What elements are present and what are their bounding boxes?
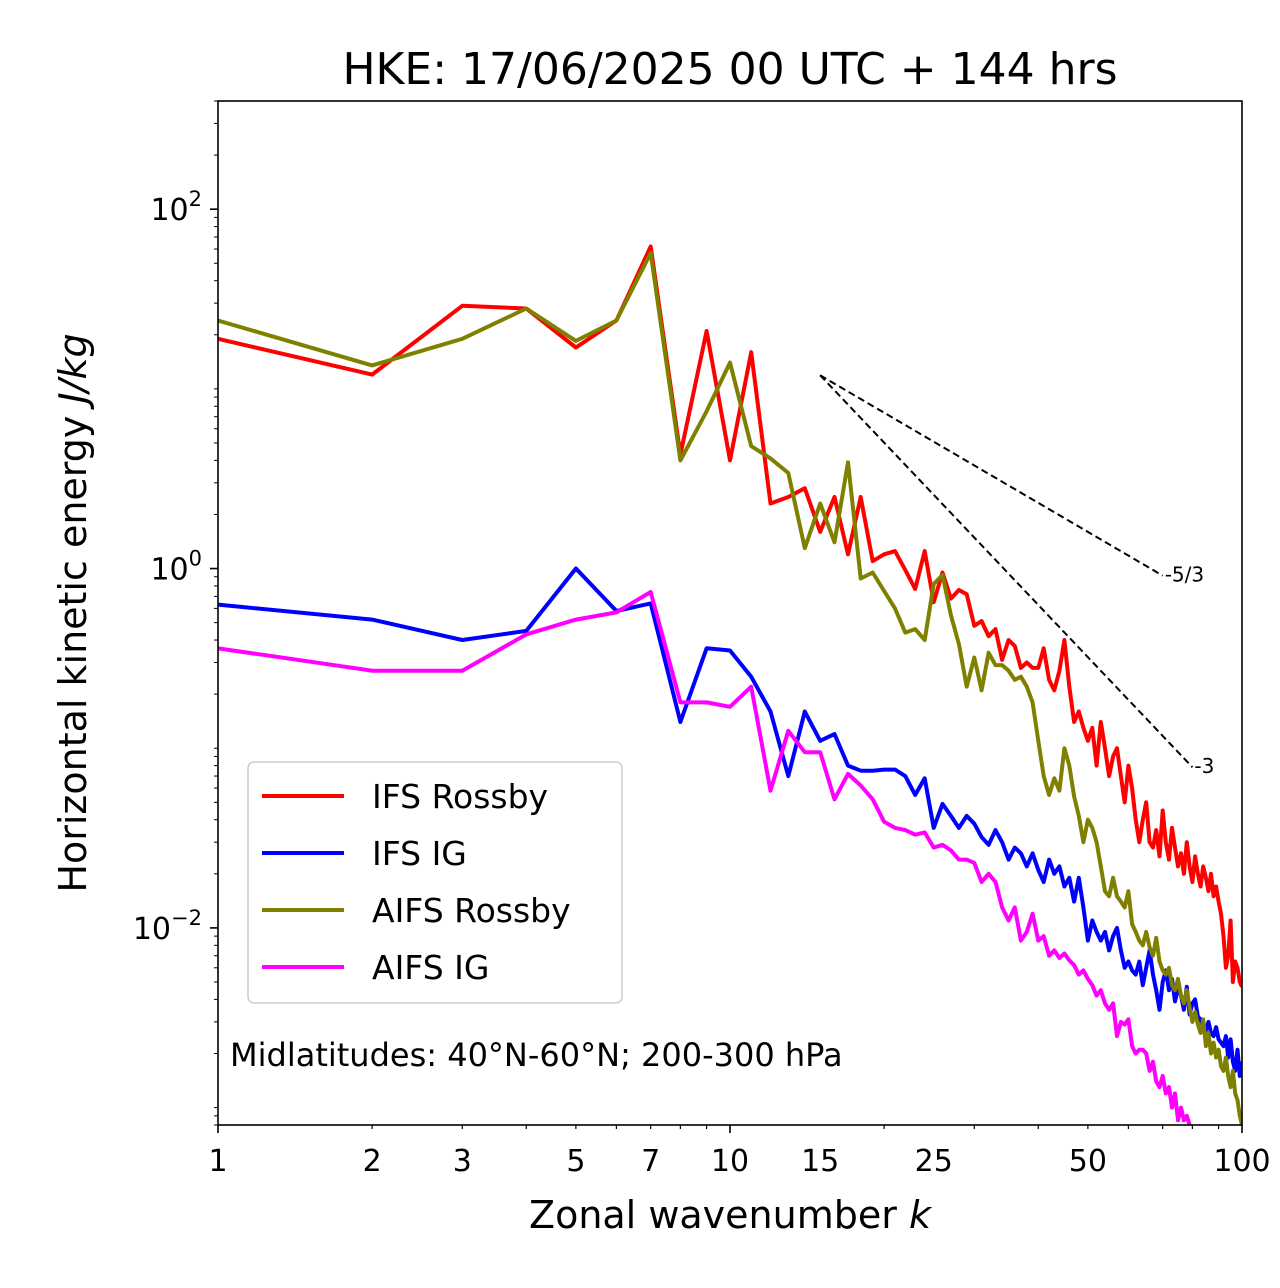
y-tick-label: 10−2 <box>133 906 202 947</box>
x-axis-label-symbol: k <box>909 1193 933 1237</box>
legend-label-ifs-rossby: IFS Rossby <box>372 777 548 816</box>
reference-line-label: -5/3 <box>1165 563 1204 587</box>
y-axis-label: Horizontal kinetic energy J/kg <box>51 333 95 892</box>
y-tick-label: 102 <box>150 187 202 228</box>
x-tick-label: 3 <box>453 1144 472 1179</box>
y-axis-ticks: 102 100 10−2 <box>133 100 218 1126</box>
legend-box <box>247 761 623 1004</box>
reference-line-label: -3 <box>1194 754 1214 778</box>
x-tick-label: 2 <box>363 1144 382 1179</box>
x-axis-label-text: Zonal wavenumber <box>529 1193 897 1237</box>
x-tick-label: 5 <box>566 1144 585 1179</box>
series-line-aifs-rossby <box>218 251 1242 1125</box>
x-tick-label: 15 <box>801 1144 839 1179</box>
series-layer <box>218 244 1242 1125</box>
chart-title: HKE: 17/06/2025 00 UTC + 144 hrs <box>342 44 1117 95</box>
legend-entries: IFS Rossby IFS IG AIFS Rossby AIFS IG <box>262 777 571 987</box>
y-tick-label: 100 <box>150 547 202 588</box>
x-axis-ticks: 1 2 3 5 7 10 15 25 50 100 <box>208 1125 1271 1179</box>
legend-label-aifs-rossby: AIFS Rossby <box>372 891 571 930</box>
x-tick-label: 100 <box>1213 1144 1270 1179</box>
legend-label-aifs-ig: AIFS IG <box>372 948 489 987</box>
region-annotation: Midlatitudes: 40°N-60°N; 200-300 hPa <box>230 1036 843 1074</box>
legend-label-ifs-ig: IFS IG <box>372 834 467 873</box>
series-line-aifs-ig <box>218 590 1192 1125</box>
y-axis-label-text: Horizontal kinetic energy <box>51 416 95 893</box>
reference-lines: -5/3 -3 <box>819 374 1214 778</box>
legend: IFS Rossby IFS IG AIFS Rossby AIFS IG <box>247 761 623 1004</box>
x-tick-label: 50 <box>1069 1144 1107 1179</box>
reference-line-minus-5-3 <box>819 374 1164 577</box>
x-tick-label: 10 <box>711 1144 749 1179</box>
y-axis-label-units: J/kg <box>51 333 95 410</box>
x-tick-label: 7 <box>641 1144 660 1179</box>
x-tick-label: 1 <box>208 1144 227 1179</box>
x-tick-label: 25 <box>915 1144 953 1179</box>
reference-line-minus-3 <box>819 374 1194 768</box>
x-axis-label: Zonal wavenumber k <box>529 1193 933 1237</box>
